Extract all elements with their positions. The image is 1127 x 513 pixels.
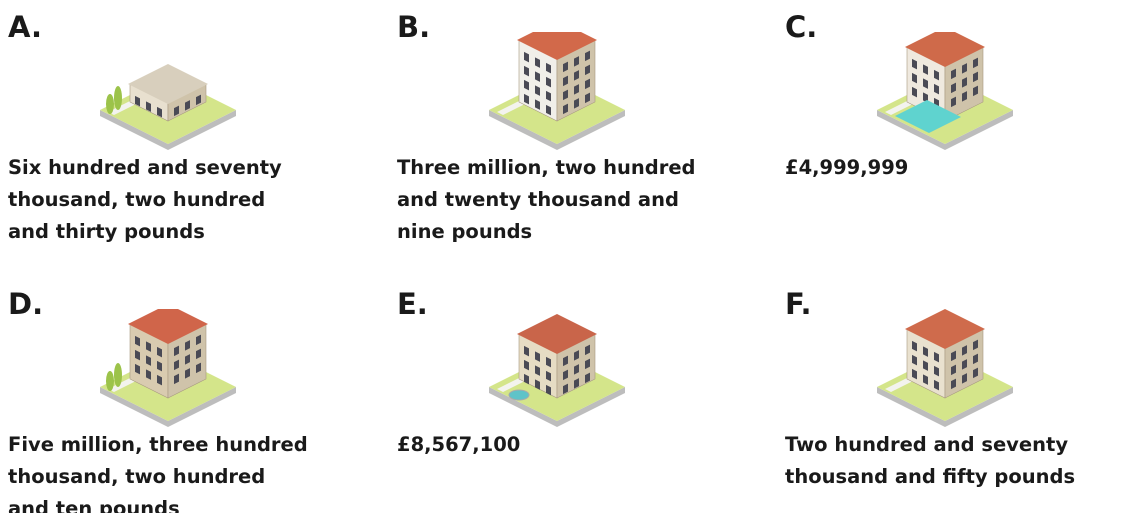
item-letter: E. bbox=[397, 287, 428, 321]
tree bbox=[114, 86, 122, 110]
item-letter: F. bbox=[785, 287, 812, 321]
text-line: thousand and fifty pounds bbox=[785, 461, 1075, 493]
item-letter: D. bbox=[8, 287, 43, 321]
item-text: £8,567,100 bbox=[397, 429, 520, 461]
building-illustration bbox=[865, 309, 1025, 427]
item: C. £4,999,999 bbox=[785, 10, 1125, 235]
building-illustration bbox=[477, 309, 637, 427]
building-illustration bbox=[88, 309, 248, 427]
text-line: Five million, three hundred bbox=[8, 429, 308, 461]
building-illustration bbox=[88, 32, 248, 150]
text-line: Six hundred and seventy bbox=[8, 152, 282, 184]
item-letter: C. bbox=[785, 10, 817, 44]
text-line: and ten pounds bbox=[8, 493, 308, 513]
worksheet: A.Six hundred and seventythousand, two h… bbox=[0, 0, 1127, 513]
text-line: and thirty pounds bbox=[8, 216, 282, 248]
item: E. £8,567,100 bbox=[397, 287, 737, 512]
text-line: £4,999,999 bbox=[785, 152, 908, 184]
text-line: nine pounds bbox=[397, 216, 696, 248]
tree bbox=[114, 363, 122, 387]
text-line: £8,567,100 bbox=[397, 429, 520, 461]
item-letter: A. bbox=[8, 10, 42, 44]
text-line: Three million, two hundred bbox=[397, 152, 696, 184]
item: A. Six hundred and seventythousand, two h… bbox=[8, 10, 348, 235]
building-illustration bbox=[865, 32, 1025, 150]
item-text: Six hundred and seventythousand, two hun… bbox=[8, 152, 282, 248]
item-text: £4,999,999 bbox=[785, 152, 908, 184]
tree bbox=[106, 94, 114, 114]
item-letter: B. bbox=[397, 10, 430, 44]
fountain bbox=[509, 390, 529, 400]
text-line: thousand, two hundred bbox=[8, 184, 282, 216]
tree bbox=[106, 371, 114, 391]
text-line: Two hundred and seventy bbox=[785, 429, 1075, 461]
building-illustration bbox=[477, 32, 637, 150]
text-line: and twenty thousand and bbox=[397, 184, 696, 216]
text-line: thousand, two hundred bbox=[8, 461, 308, 493]
